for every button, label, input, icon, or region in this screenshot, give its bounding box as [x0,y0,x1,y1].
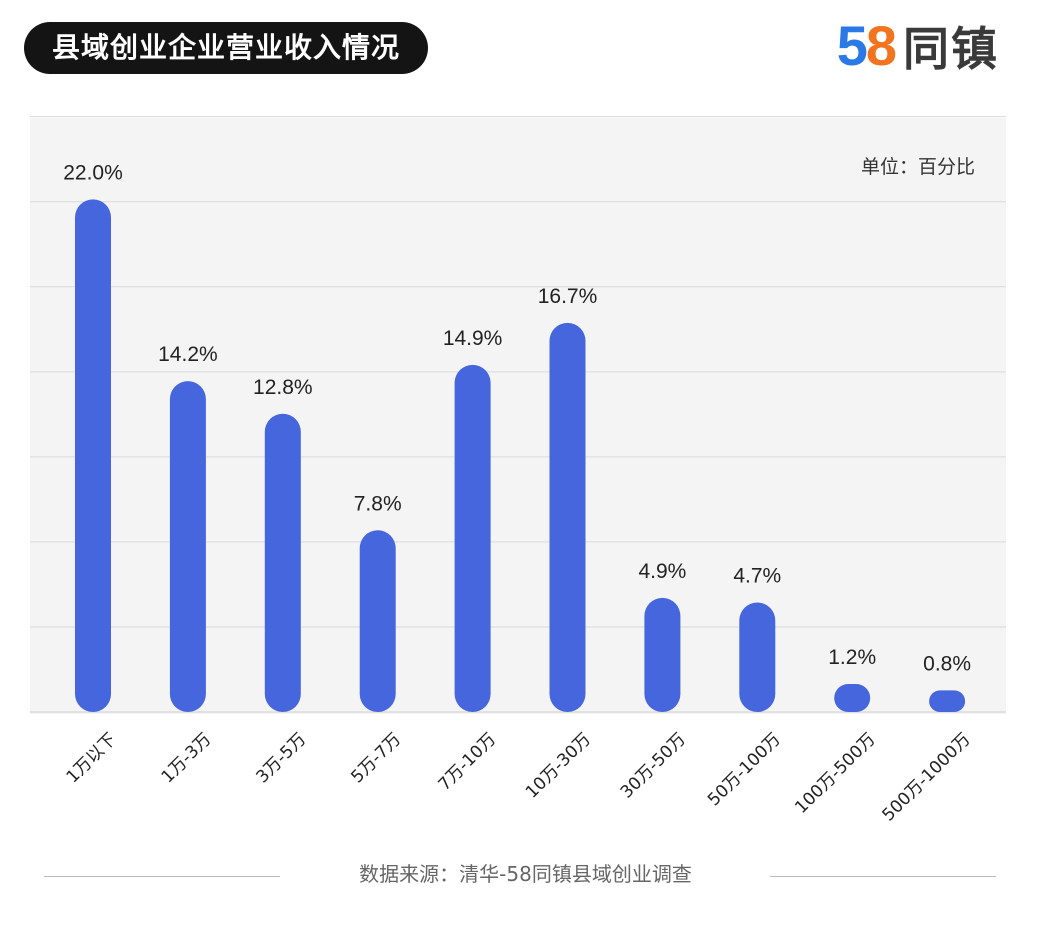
unit-label: 单位：百分比 [860,156,975,178]
data-label: 4.9% [638,560,686,583]
bar-chart: 22.0% 1万以下 14.2% 1万-3万 12.8% 3万-5万 7.8% 5万-7万 14… [30,116,1006,825]
logo-digit-5: 5 [836,14,868,77]
x-tick-label: 1万-3万 [158,729,216,787]
chart-title: 县域创业企业营业收入情况 [24,22,429,74]
bar [834,684,871,712]
x-tick-label: 3万-5万 [253,729,311,787]
bar [75,199,111,712]
data-label: 16.7% [538,285,598,308]
bar [644,597,681,712]
x-tick-label: 5万-7万 [347,729,405,787]
logo-digit-8: 8 [865,14,897,77]
x-tick-label: 30万-50万 [617,729,690,802]
x-tick-label: 500万-1000万 [879,729,975,825]
data-label: 12.8% [253,376,313,399]
data-label: 4.7% [733,564,781,587]
x-tick-label: 7万-10万 [435,729,500,794]
bar [169,381,206,712]
data-label: 7.8% [354,492,402,515]
x-tick-label: 1万以下 [63,729,121,787]
source-divider-left [44,876,280,877]
data-label: 22.0% [63,161,123,184]
bar [359,530,396,712]
data-label: 14.9% [443,327,503,350]
bar [264,413,301,712]
data-label: 14.2% [158,343,218,366]
bar [739,602,776,712]
data-source: 数据来源：清华-58同镇县域创业调查 [359,862,692,886]
bar [929,690,966,712]
bar [549,322,586,712]
brand-logo: 5 8 同镇 [837,14,999,78]
x-tick-label: 50万-100万 [704,729,785,810]
data-label: 0.8% [923,652,971,675]
data-label: 1.2% [828,646,876,669]
x-tick-label: 100万-500万 [791,729,879,817]
x-tick-label: 10万-30万 [522,729,595,802]
logo-text: 同镇 [903,22,999,76]
source-divider-right [770,876,996,877]
bar [454,364,491,712]
